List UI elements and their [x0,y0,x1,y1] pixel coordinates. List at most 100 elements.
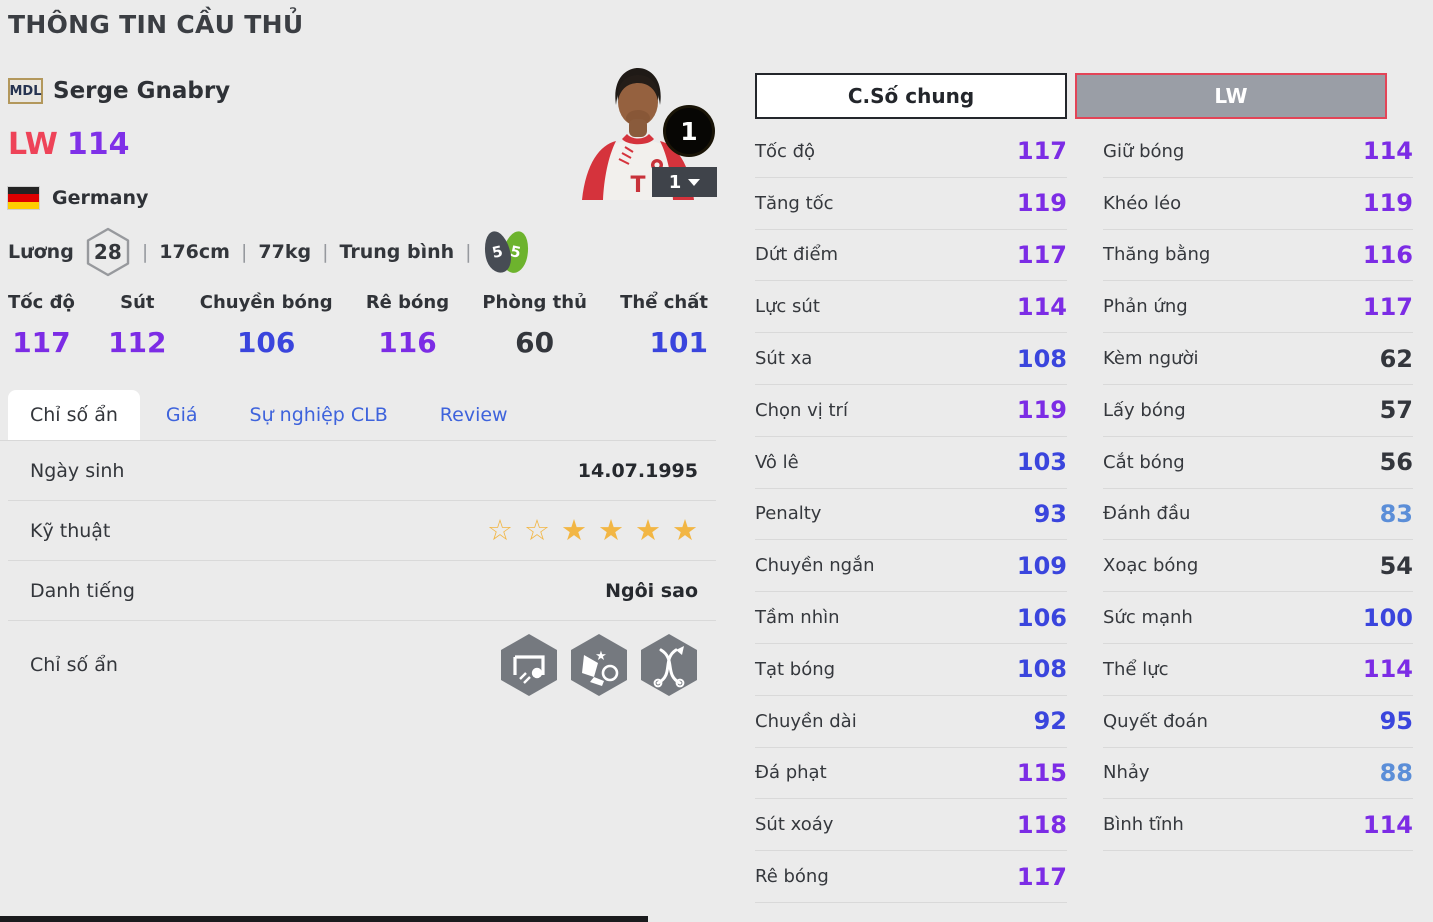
stat-row: Chọn vị trí 119 [755,385,1067,437]
stat-value: 103 [1016,448,1067,477]
stat-value: 114 [1362,137,1413,166]
star-icon: ★ [561,513,587,547]
stat-row: Dứt điểm 117 [755,230,1067,282]
stat-label: Tạt bóng [755,658,836,680]
stat-row: Chuyền dài 92 [755,696,1067,748]
summary-stat-value: 60 [515,326,555,359]
birthdate-label: Ngày sinh [30,459,125,482]
summary-stat-label: Phòng thủ [482,292,587,313]
fame-label: Danh tiếng [30,579,135,602]
stat-value: 117 [1016,137,1067,166]
summary-stat-label: Chuyền bóng [199,292,333,313]
stat-label: Khéo léo [1103,192,1182,214]
star-icon: ★ [598,513,624,547]
separator: | [240,241,248,263]
stat-label: Dứt điểm [755,244,839,266]
stat-row: Kèm người 62 [1103,333,1413,385]
tabs-bar: Chỉ số ẩn Giá Sự nghiệp CLB Review [8,390,534,440]
bio-row: Lương 28 | 176cm | 77kg | Trung bình | 5… [8,227,532,277]
goal-shot-icon[interactable] [500,633,558,697]
summary-stat: Sút 112 [108,292,166,359]
germany-flag-icon [8,187,39,209]
stat-value: 114 [1362,655,1413,684]
stat-value: 117 [1362,292,1413,321]
stat-value: 62 [1379,344,1413,373]
summary-stats: Tốc độ 117 Sút 112 Chuyền bóng 106 Rê bó… [8,292,708,359]
stat-row: Quyết đoán 95 [1103,696,1413,748]
star-icon: ★ [635,513,661,547]
hidden-stats-row: Chỉ số ẩn ★ [8,621,716,709]
tab[interactable]: Chỉ số ẩn [8,390,140,440]
stat-row: Vô lê 103 [755,437,1067,489]
stat-label: Tăng tốc [755,192,834,214]
boot-star-icon[interactable]: ★ [570,633,628,697]
nation-name: Germany [52,187,149,209]
tab[interactable]: Giá [165,404,198,426]
stat-value: 57 [1379,396,1413,425]
stat-value: 109 [1016,551,1067,580]
info-rows: Ngày sinh 14.07.1995 Kỹ thuật ☆ ☆ ★ ★ ★ ★ Dan… [8,441,716,709]
svg-text:★: ★ [595,649,607,664]
stat-row: Xoạc bóng 54 [1103,540,1413,593]
stat-label: Lấy bóng [1103,399,1186,421]
summary-stat: Tốc độ 117 [8,292,75,359]
position-stats-button[interactable]: LW [1075,73,1387,119]
stat-label: Đá phạt [755,762,827,784]
chevron-down-icon [688,178,701,186]
level-dropdown-value: 1 [668,171,682,193]
stat-value: 56 [1379,448,1413,477]
stat-value: 83 [1379,499,1413,528]
stat-row: Tầm nhìn 106 [755,592,1067,644]
summary-stat-value: 106 [236,326,296,359]
stat-row: Đá phạt 115 [755,748,1067,800]
stat-row: Giữ bóng 114 [1103,126,1413,178]
dribble-path-icon[interactable] [640,633,698,697]
fame-row: Danh tiếng Ngôi sao [8,561,716,621]
stat-value: 108 [1016,344,1067,373]
tab[interactable]: Review [439,404,508,426]
stat-label: Thể lực [1103,658,1169,680]
summary-stat-label: Tốc độ [8,292,75,313]
stat-row: Tăng tốc 119 [755,178,1067,230]
position-stats-list: Giữ bóng 114 Khéo léo 119 Thăng bằng 116… [1103,126,1413,852]
hexagon-outline-icon [86,227,130,277]
stat-value: 117 [1016,862,1067,891]
stat-label: Nhảy [1103,762,1150,784]
hidden-stats-label: Chỉ số ẩn [30,654,118,676]
summary-stat: Thể chất 101 [620,292,708,359]
body-type: Trung bình [339,241,455,263]
skill-moves-label: Kỹ thuật [30,519,111,542]
stat-row: Chuyền ngắn 109 [755,540,1067,593]
stat-label: Lực sút [755,296,820,318]
stat-value: 93 [1033,499,1067,528]
birthdate-row: Ngày sinh 14.07.1995 [8,441,716,501]
stat-value: 119 [1016,189,1067,218]
stat-row: Tốc độ 117 [755,126,1067,178]
stat-label: Phản ứng [1103,296,1188,318]
level-dropdown[interactable]: 1 [652,167,717,197]
tab[interactable]: Sự nghiệp CLB [249,404,388,426]
stat-label: Xoạc bóng [1103,555,1199,577]
fame-value: Ngôi sao [605,579,698,602]
stat-row: Cắt bóng 56 [1103,437,1413,489]
stat-label: Tầm nhìn [755,607,840,629]
separator: | [141,241,149,263]
skill-moves-row: Kỹ thuật ☆ ☆ ★ ★ ★ ★ [8,501,716,561]
stat-row: Thể lực 114 [1103,644,1413,696]
stat-label: Chuyền ngắn [755,555,875,577]
stat-row: Sút xa 108 [755,333,1067,385]
position-rating: LW 114 [8,127,130,162]
stat-value: 95 [1379,707,1413,736]
summary-stat-label: Thể chất [620,292,708,313]
skill-star-rating: ☆ ☆ ★ ★ ★ ★ [487,516,698,545]
salary-hexagon: 28 [85,227,131,277]
stat-value: 100 [1362,603,1413,632]
summary-stat-value: 116 [378,326,437,359]
general-stats-button[interactable]: C.Số chung [755,73,1067,119]
hidden-stats-icons: ★ [500,633,698,697]
summary-stat-value: 101 [649,326,708,359]
stat-row: Lấy bóng 57 [1103,385,1413,437]
season-badge: MDL [8,78,43,104]
stat-label: Chọn vị trí [755,399,848,421]
